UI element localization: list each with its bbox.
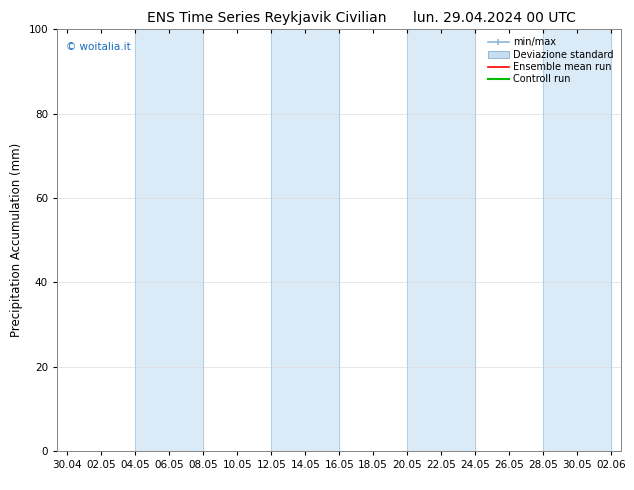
Legend: min/max, Deviazione standard, Ensemble mean run, Controll run: min/max, Deviazione standard, Ensemble m…	[485, 34, 616, 87]
Bar	[271, 29, 339, 451]
Bar	[407, 29, 475, 451]
Y-axis label: Precipitation Accumulation (mm): Precipitation Accumulation (mm)	[10, 143, 23, 337]
Bar	[135, 29, 204, 451]
Text: lun. 29.04.2024 00 UTC: lun. 29.04.2024 00 UTC	[413, 11, 576, 25]
Text: © woitalia.it: © woitalia.it	[65, 42, 130, 52]
Text: ENS Time Series Reykjavik Civilian: ENS Time Series Reykjavik Civilian	[146, 11, 386, 25]
Bar	[543, 29, 611, 451]
